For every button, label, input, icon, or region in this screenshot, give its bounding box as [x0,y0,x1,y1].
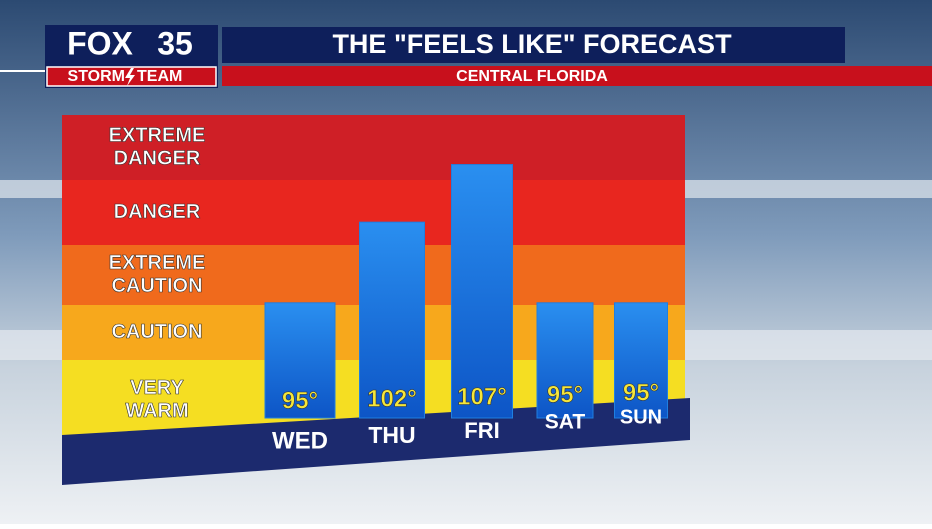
bar [536,302,594,419]
bar [359,221,425,419]
value-label: 95° [282,387,318,414]
zone-band [62,115,685,180]
value-label: 95° [623,379,659,406]
zone-label: DANGER [114,201,201,223]
zone-label: CAUTION [111,321,202,343]
bar [614,302,668,419]
zone-label: EXTREME [109,252,206,274]
value-label: 102° [367,385,417,412]
base-bar [62,398,690,485]
logo-team: TEAM [137,68,182,85]
zone-label: WARM [125,400,188,422]
x-tick-label: SUN [620,406,662,428]
value-label: 107° [457,383,507,410]
x-tick-label: SAT [545,411,586,434]
logo-bolt [125,68,135,86]
chart-title: THE "FEELS LIKE" FORECAST [332,29,732,59]
logo-team: STORM [68,68,125,85]
bar [264,302,336,419]
x-tick-label: THU [368,422,415,448]
logo-channel: 35 [157,25,193,61]
x-tick-label: WED [272,427,328,454]
x-tick-label: FRI [464,418,499,443]
chart-subtitle: CENTRAL FLORIDA [456,68,608,85]
logo-brand: FOX [67,25,133,61]
zone-label: DANGER [114,147,201,169]
bar [451,164,513,419]
subtitle-bar [222,66,932,86]
zone-label: CAUTION [111,275,202,297]
zone-label: EXTREME [109,124,206,146]
title-bar [222,27,845,63]
zone-label: VERY [130,377,184,399]
value-label: 95° [547,381,583,408]
